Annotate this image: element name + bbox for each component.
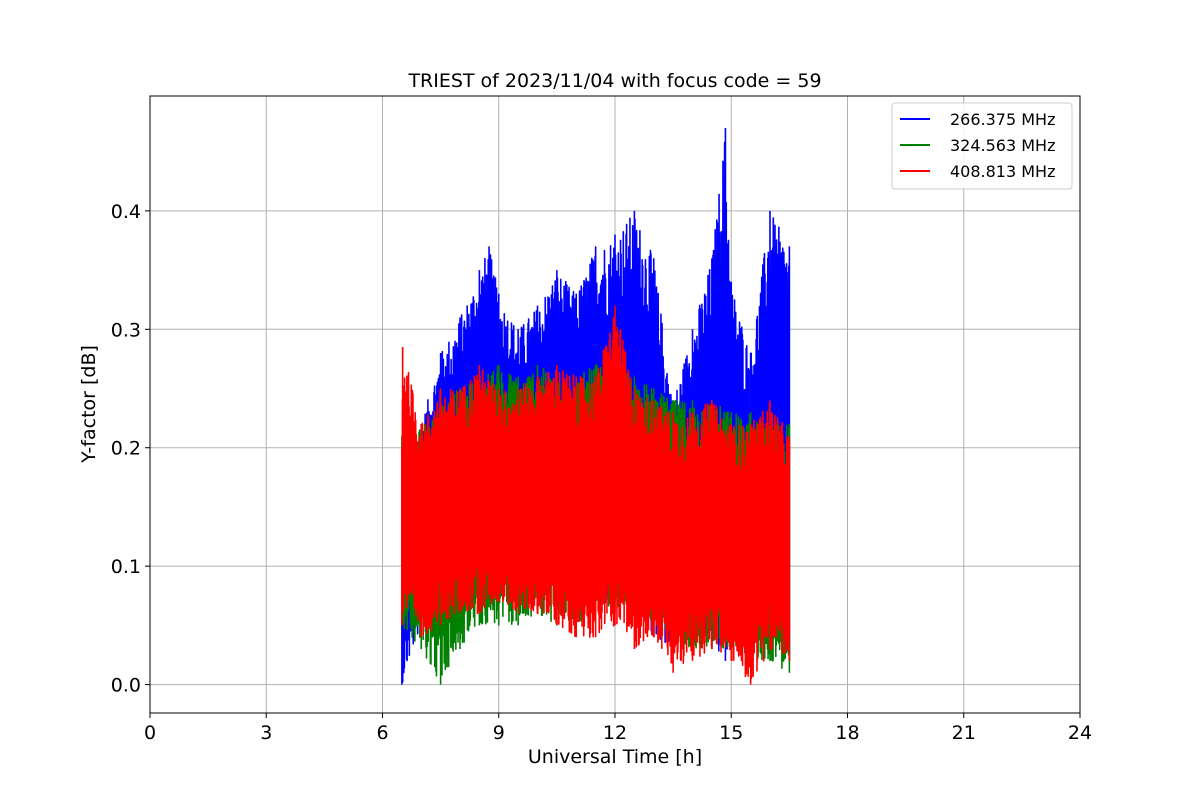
legend-box <box>891 102 1073 190</box>
x-axis-label: Universal Time [h] <box>528 746 702 768</box>
x-tick-label: 6 <box>376 722 388 744</box>
y-tick-label: 0.2 <box>111 438 141 460</box>
series-group <box>401 127 791 685</box>
legend: 266.375 MHz 324.563 MHz 408.813 MHz <box>891 102 1073 190</box>
y-axis-label: Y-factor [dB] <box>78 345 100 464</box>
x-tick-label: 3 <box>260 722 272 744</box>
series-408-mhz <box>401 305 791 685</box>
x-tick-label: 12 <box>603 722 627 744</box>
y-tick-label: 0.3 <box>111 319 141 341</box>
legend-label: 408.813 MHz <box>950 162 1055 181</box>
x-tick-label: 21 <box>952 722 976 744</box>
y-tick-label: 0.4 <box>111 201 141 223</box>
x-tick-label: 0 <box>144 722 156 744</box>
chart-title: TRIEST of 2023/11/04 with focus code = 5… <box>407 70 821 92</box>
x-tick-label: 24 <box>1068 722 1092 744</box>
ticks: 0 3 6 9 12 15 18 21 24 0.0 0.1 0.2 0.3 0.4 <box>111 201 1092 744</box>
x-tick-label: 15 <box>719 722 743 744</box>
legend-label: 324.563 MHz <box>950 136 1055 155</box>
x-tick-label: 9 <box>493 722 505 744</box>
legend-label: 266.375 MHz <box>950 110 1055 129</box>
x-tick-label: 18 <box>835 722 859 744</box>
y-tick-label: 0.0 <box>111 675 141 697</box>
y-tick-label: 0.1 <box>111 556 141 578</box>
